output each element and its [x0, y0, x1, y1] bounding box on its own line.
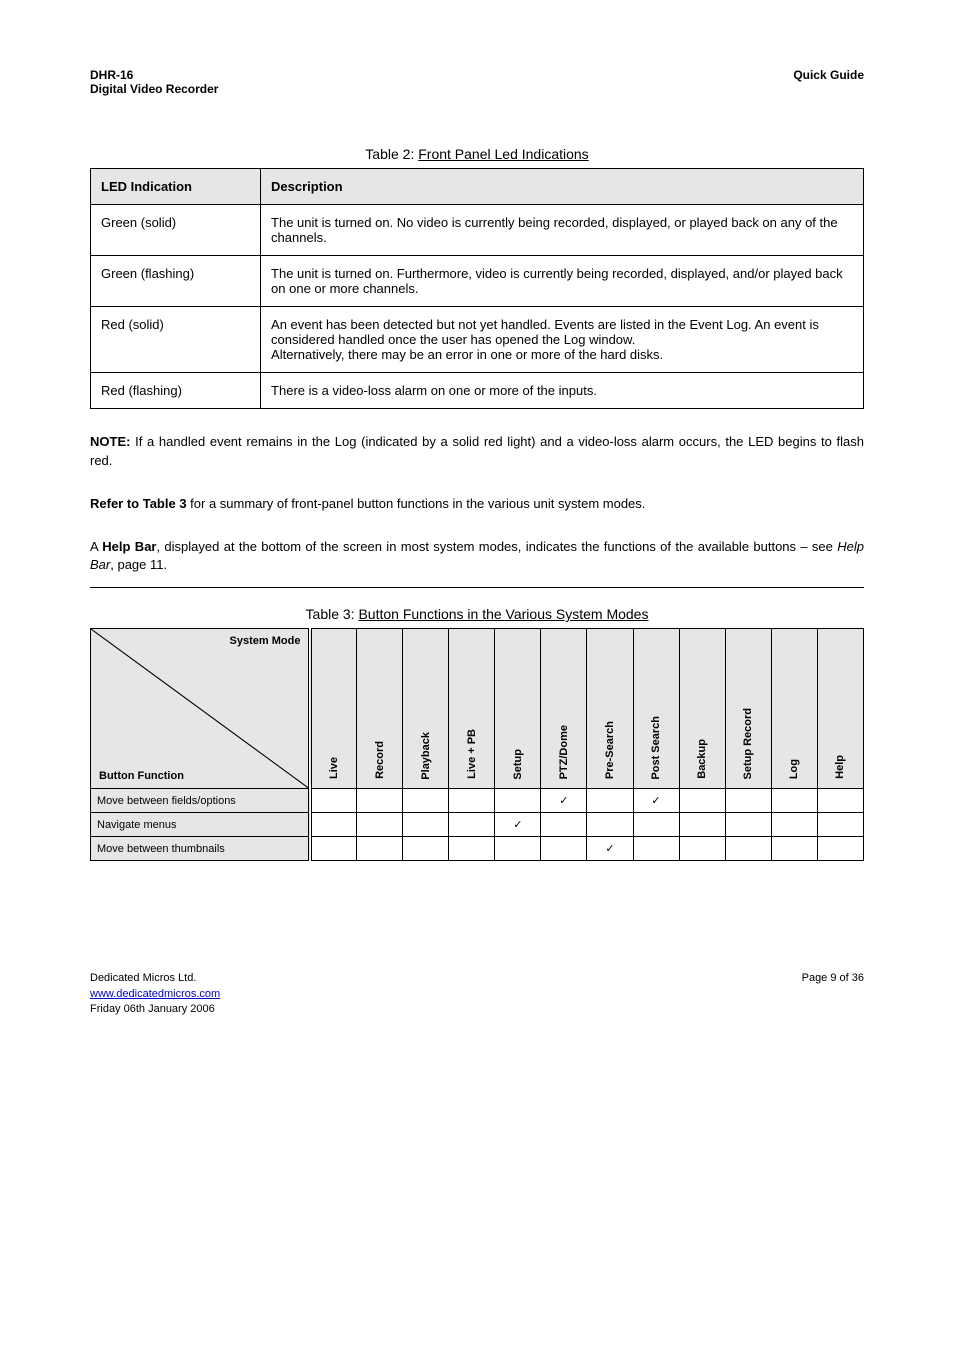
- tbl2-col-header: Help: [817, 629, 863, 789]
- tbl2-cell: [771, 837, 817, 861]
- tbl2-cell: [541, 837, 587, 861]
- desc-cell: There is a video-loss alarm on one or mo…: [261, 373, 864, 409]
- header-doc-type: Quick Guide: [793, 68, 864, 96]
- led-cell: Red (flashing): [91, 373, 261, 409]
- tbl2-cell: [449, 789, 495, 813]
- table-row: Red (solid)An event has been detected bu…: [91, 307, 864, 373]
- page-footer: Dedicated Micros Ltd. Page 9 of 36 www.d…: [0, 971, 954, 1017]
- tbl2-cell: [403, 789, 449, 813]
- tbl2-row-label: Move between thumbnails: [91, 837, 311, 861]
- tbl2-cell: [403, 837, 449, 861]
- tbl2-cell: ✓: [495, 813, 541, 837]
- tbl2-cell: [679, 789, 725, 813]
- table-row: Green (solid)The unit is turned on. No v…: [91, 205, 864, 256]
- footer-company: Dedicated Micros Ltd.: [90, 971, 196, 986]
- tbl2-cell: [310, 789, 356, 813]
- tbl2-col-header: Setup: [495, 629, 541, 789]
- page-header: DHR-16 Digital Video Recorder Quick Guid…: [90, 68, 864, 96]
- tbl2-cell: [771, 813, 817, 837]
- tbl2-cell: [817, 789, 863, 813]
- tbl2-cell: ✓: [587, 837, 633, 861]
- tbl2-cell: [679, 837, 725, 861]
- table-row: Move between thumbnails ✓: [91, 837, 864, 861]
- tbl2-col-header: Backup: [679, 629, 725, 789]
- led-cell: Green (solid): [91, 205, 261, 256]
- header-product: DHR-16: [90, 68, 218, 82]
- tbl2-cell: [725, 837, 771, 861]
- tbl2-cell: [495, 789, 541, 813]
- divider: [90, 587, 864, 588]
- table-row: Navigate menus ✓: [91, 813, 864, 837]
- tbl2-cell: [817, 837, 863, 861]
- tbl2-cell: ✓: [541, 789, 587, 813]
- table2-caption: Table 2: Front Panel Led Indications: [90, 146, 864, 162]
- led-indication-table: LED Indication Description Green (solid)…: [90, 168, 864, 409]
- tbl2-row-label: Move between fields/options: [91, 789, 311, 813]
- tbl2-cell: [541, 813, 587, 837]
- check-icon: ✓: [513, 819, 522, 831]
- tbl2-col-header: Pre-Search: [587, 629, 633, 789]
- tbl2-cell: [403, 813, 449, 837]
- tbl2-col-header: Setup Record: [725, 629, 771, 789]
- check-icon: ✓: [605, 843, 614, 855]
- tbl2-cell: [679, 813, 725, 837]
- tbl2-cell: [449, 813, 495, 837]
- table-row: Move between fields/options ✓ ✓: [91, 789, 864, 813]
- tbl2-cell: [771, 789, 817, 813]
- note-paragraph-1: NOTE: If a handled event remains in the …: [90, 433, 864, 471]
- button-function-table: System Mode Button Function LiveRecordPl…: [90, 628, 864, 861]
- tbl2-cell: [633, 813, 679, 837]
- tbl2-cell: [357, 813, 403, 837]
- tbl2-cell: [587, 789, 633, 813]
- tbl2-cell: ✓: [633, 789, 679, 813]
- tbl2-diagonal-header: System Mode Button Function: [91, 629, 311, 789]
- tbl2-cell: [310, 813, 356, 837]
- header-subtitle: Digital Video Recorder: [90, 82, 218, 96]
- desc-cell: An event has been detected but not yet h…: [261, 307, 864, 373]
- led-cell: Green (flashing): [91, 256, 261, 307]
- tbl2-cell: [310, 837, 356, 861]
- diagonal-line: [91, 629, 308, 788]
- tbl2-cell: [725, 813, 771, 837]
- note-paragraph-2: Refer to Table 3 for a summary of front-…: [90, 495, 864, 514]
- tbl2-col-header: Live + PB: [449, 629, 495, 789]
- note-paragraph-3: A Help Bar, displayed at the bottom of t…: [90, 538, 864, 576]
- tbl2-col-header: Log: [771, 629, 817, 789]
- table-row: Red (flashing)There is a video-loss alar…: [91, 373, 864, 409]
- tbl2-cell: [725, 789, 771, 813]
- tbl2-row-label: Navigate menus: [91, 813, 311, 837]
- tbl2-col-header: Record: [357, 629, 403, 789]
- table-row: Green (flashing)The unit is turned on. F…: [91, 256, 864, 307]
- tbl2-cell: [357, 837, 403, 861]
- check-icon: ✓: [651, 795, 660, 807]
- tbl2-cell: [449, 837, 495, 861]
- tbl2-col-header: Post Search: [633, 629, 679, 789]
- tbl2-col-header: Live: [310, 629, 356, 789]
- desc-cell: The unit is turned on. Furthermore, vide…: [261, 256, 864, 307]
- tbl2-cell: [817, 813, 863, 837]
- tbl2-cell: [495, 837, 541, 861]
- tbl2-cell: [633, 837, 679, 861]
- tbl1-col-desc: Description: [261, 169, 864, 205]
- tbl2-col-header: PTZ/Dome: [541, 629, 587, 789]
- footer-date: Friday 06th January 2006: [90, 1002, 864, 1017]
- table3-caption: Table 3: Button Functions in the Various…: [90, 606, 864, 622]
- tbl1-col-led: LED Indication: [91, 169, 261, 205]
- footer-page: Page 9 of 36: [802, 971, 864, 986]
- desc-cell: The unit is turned on. No video is curre…: [261, 205, 864, 256]
- led-cell: Red (solid): [91, 307, 261, 373]
- tbl2-cell: [357, 789, 403, 813]
- footer-url[interactable]: www.dedicatedmicros.com: [90, 988, 220, 1000]
- tbl2-cell: [587, 813, 633, 837]
- tbl2-col-header: Playback: [403, 629, 449, 789]
- check-icon: ✓: [559, 795, 568, 807]
